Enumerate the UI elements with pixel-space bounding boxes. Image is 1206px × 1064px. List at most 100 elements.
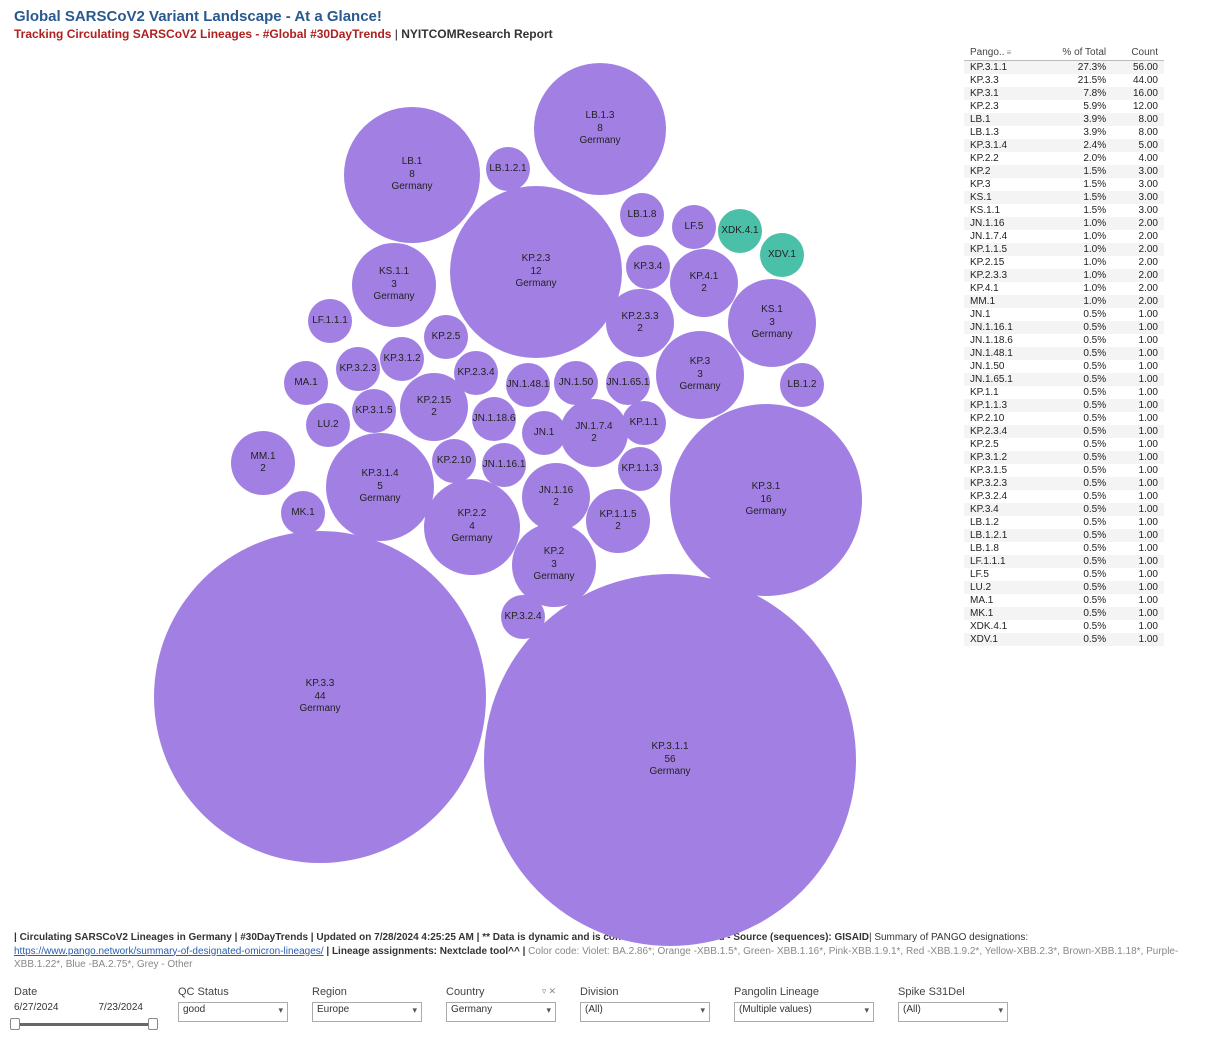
- table-row[interactable]: KP.3.1.20.5%1.00: [964, 451, 1164, 464]
- col-pango[interactable]: Pango..≡: [964, 45, 1037, 61]
- bubble-KP-3-1[interactable]: KP.3.116Germany: [670, 404, 862, 596]
- bubble-JN-1-50[interactable]: JN.1.50: [554, 361, 598, 405]
- bubble-KP-3-2-3[interactable]: KP.3.2.3: [336, 347, 380, 391]
- bubble-chart[interactable]: KP.3.1.156GermanyKP.3.344GermanyKP.3.116…: [14, 45, 964, 925]
- bubble-LB-1-8[interactable]: LB.1.8: [620, 193, 664, 237]
- col-pct[interactable]: % of Total: [1037, 45, 1112, 61]
- table-row[interactable]: KP.3.17.8%16.00: [964, 87, 1164, 100]
- bubble-KP-3-3[interactable]: KP.3.344Germany: [154, 531, 486, 863]
- table-row[interactable]: LB.1.33.9%8.00: [964, 126, 1164, 139]
- table-row[interactable]: LB.13.9%8.00: [964, 113, 1164, 126]
- table-row[interactable]: XDV.10.5%1.00: [964, 633, 1164, 646]
- bubble-JN-1-65-1[interactable]: JN.1.65.1: [606, 361, 650, 405]
- table-row[interactable]: JN.10.5%1.00: [964, 308, 1164, 321]
- bubble-JN-1[interactable]: JN.1: [522, 411, 566, 455]
- dropdown-division[interactable]: (All): [580, 1002, 710, 1022]
- table-row[interactable]: KP.31.5%3.00: [964, 178, 1164, 191]
- dropdown-lineage[interactable]: (Multiple values): [734, 1002, 874, 1022]
- bubble-LF-5[interactable]: LF.5: [672, 205, 716, 249]
- table-row[interactable]: KP.3.1.42.4%5.00: [964, 139, 1164, 152]
- table-row[interactable]: LB.1.20.5%1.00: [964, 516, 1164, 529]
- table-row[interactable]: JN.1.18.60.5%1.00: [964, 334, 1164, 347]
- table-row[interactable]: KP.3.1.127.3%56.00: [964, 61, 1164, 75]
- table-row[interactable]: LB.1.80.5%1.00: [964, 542, 1164, 555]
- bubble-KP-3-1-2[interactable]: KP.3.1.2: [380, 337, 424, 381]
- table-row[interactable]: MM.11.0%2.00: [964, 295, 1164, 308]
- bubble-KP-2-10[interactable]: KP.2.10: [432, 439, 476, 483]
- bubble-KP-1-1[interactable]: KP.1.1: [622, 401, 666, 445]
- slider-handle-to[interactable]: [148, 1018, 158, 1030]
- bubble-KP-2-3-3[interactable]: KP.2.3.32: [606, 289, 674, 357]
- table-row[interactable]: KP.2.22.0%4.00: [964, 152, 1164, 165]
- table-row[interactable]: LF.1.1.10.5%1.00: [964, 555, 1164, 568]
- bubble-KP-3-1-4[interactable]: KP.3.1.45Germany: [326, 433, 434, 541]
- bubble-KP-2-3[interactable]: KP.2.312Germany: [450, 186, 622, 358]
- slider-handle-from[interactable]: [10, 1018, 20, 1030]
- table-row[interactable]: JN.1.16.10.5%1.00: [964, 321, 1164, 334]
- bubble-LF-1-1-1[interactable]: LF.1.1.1: [308, 299, 352, 343]
- bubble-LB-1-2[interactable]: LB.1.2: [780, 363, 824, 407]
- table-row[interactable]: KP.2.35.9%12.00: [964, 100, 1164, 113]
- bubble-LB-1[interactable]: LB.18Germany: [344, 107, 480, 243]
- table-row[interactable]: KP.1.10.5%1.00: [964, 386, 1164, 399]
- date-slider[interactable]: [14, 1017, 154, 1031]
- table-row[interactable]: LU.20.5%1.00: [964, 581, 1164, 594]
- pango-link[interactable]: https://www.pango.network/summary-of-des…: [14, 946, 324, 957]
- table-row[interactable]: JN.1.48.10.5%1.00: [964, 347, 1164, 360]
- bubble-MA-1[interactable]: MA.1: [284, 361, 328, 405]
- bubble-JN-1-7-4[interactable]: JN.1.7.42: [560, 399, 628, 467]
- table-row[interactable]: KP.3.40.5%1.00: [964, 503, 1164, 516]
- bubble-LB-1-3[interactable]: LB.1.38Germany: [534, 63, 666, 195]
- table-row[interactable]: KP.4.11.0%2.00: [964, 282, 1164, 295]
- bubble-LU-2[interactable]: LU.2: [306, 403, 350, 447]
- bubble-KP-3-2-4[interactable]: KP.3.2.4: [501, 595, 545, 639]
- table-row[interactable]: KP.2.151.0%2.00: [964, 256, 1164, 269]
- bubble-KP-3-1-5[interactable]: KP.3.1.5: [352, 389, 396, 433]
- table-row[interactable]: MA.10.5%1.00: [964, 594, 1164, 607]
- table-row[interactable]: KS.1.11.5%3.00: [964, 204, 1164, 217]
- bubble-JN-1-16[interactable]: JN.1.162: [522, 463, 590, 531]
- clear-filter-icon[interactable]: ✕: [548, 986, 556, 997]
- bubble-KP-2-5[interactable]: KP.2.5: [424, 315, 468, 359]
- dropdown-country[interactable]: Germany: [446, 1002, 556, 1022]
- bubble-KP-1-1-3[interactable]: KP.1.1.3: [618, 447, 662, 491]
- bubble-KP-3[interactable]: KP.33Germany: [656, 331, 744, 419]
- table-row[interactable]: KS.11.5%3.00: [964, 191, 1164, 204]
- dropdown-spike[interactable]: (All): [898, 1002, 1008, 1022]
- table-row[interactable]: LF.50.5%1.00: [964, 568, 1164, 581]
- table-row[interactable]: KP.3.2.40.5%1.00: [964, 490, 1164, 503]
- table-row[interactable]: XDK.4.10.5%1.00: [964, 620, 1164, 633]
- table-row[interactable]: JN.1.161.0%2.00: [964, 217, 1164, 230]
- table-row[interactable]: KP.21.5%3.00: [964, 165, 1164, 178]
- dropdown-qc[interactable]: good: [178, 1002, 288, 1022]
- bubble-XDV-1[interactable]: XDV.1: [760, 233, 804, 277]
- table-row[interactable]: KP.1.1.30.5%1.00: [964, 399, 1164, 412]
- bubble-MM-1[interactable]: MM.12: [231, 431, 295, 495]
- bubble-JN-1-16-1[interactable]: JN.1.16.1: [482, 443, 526, 487]
- table-row[interactable]: KP.2.100.5%1.00: [964, 412, 1164, 425]
- bubble-KS-1[interactable]: KS.13Germany: [728, 279, 816, 367]
- table-row[interactable]: MK.10.5%1.00: [964, 607, 1164, 620]
- bubble-KP-1-1-5[interactable]: KP.1.1.52: [586, 489, 650, 553]
- col-count[interactable]: Count: [1112, 45, 1164, 61]
- bubble-KP-4-1[interactable]: KP.4.12: [670, 249, 738, 317]
- table-row[interactable]: JN.1.7.41.0%2.00: [964, 230, 1164, 243]
- table-row[interactable]: KP.2.3.31.0%2.00: [964, 269, 1164, 282]
- table-row[interactable]: LB.1.2.10.5%1.00: [964, 529, 1164, 542]
- bubble-JN-1-48-1[interactable]: JN.1.48.1: [506, 363, 550, 407]
- bubble-XDK-4-1[interactable]: XDK.4.1: [718, 209, 762, 253]
- table-row[interactable]: JN.1.500.5%1.00: [964, 360, 1164, 373]
- bubble-LB-1-2-1[interactable]: LB.1.2.1: [486, 147, 530, 191]
- bubble-JN-1-18-6[interactable]: JN.1.18.6: [472, 397, 516, 441]
- bubble-KP-3-4[interactable]: KP.3.4: [626, 245, 670, 289]
- table-row[interactable]: KP.1.1.51.0%2.00: [964, 243, 1164, 256]
- table-row[interactable]: KP.3.1.50.5%1.00: [964, 464, 1164, 477]
- table-header-row[interactable]: Pango..≡ % of Total Count: [964, 45, 1164, 61]
- table-row[interactable]: JN.1.65.10.5%1.00: [964, 373, 1164, 386]
- table-row[interactable]: KP.3.321.5%44.00: [964, 74, 1164, 87]
- filter-icon[interactable]: ▿: [542, 986, 547, 997]
- table-row[interactable]: KP.2.3.40.5%1.00: [964, 425, 1164, 438]
- bubble-KS-1-1[interactable]: KS.1.13Germany: [352, 243, 436, 327]
- bubble-KP-2-2[interactable]: KP.2.24Germany: [424, 479, 520, 575]
- table-row[interactable]: KP.2.50.5%1.00: [964, 438, 1164, 451]
